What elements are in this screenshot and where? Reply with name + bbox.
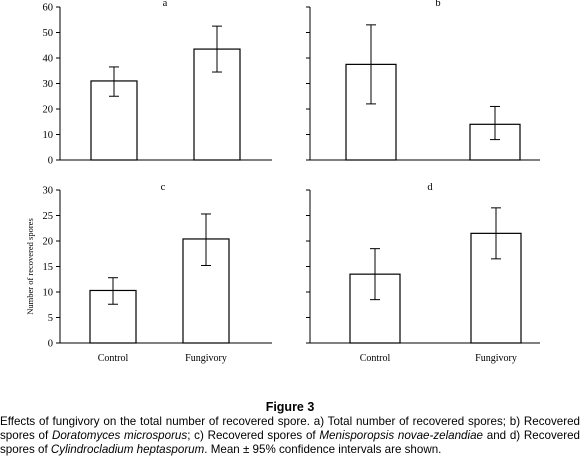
y-tick-label: 30	[43, 79, 54, 90]
panel-label: d	[427, 182, 433, 193]
y-tick-label: 10	[43, 130, 54, 141]
y-tick-label: 25	[43, 211, 54, 222]
chart-panel-a: 0 10 20 30 40 50 60 a	[43, 0, 272, 167]
y-axis-label: Number of recovered spores	[25, 218, 35, 315]
category-label: Control	[360, 353, 391, 364]
chart-panel-d: d Control Fungivory	[306, 182, 540, 364]
figure-charts: 0 10 20 30 40 50 60 a b 0 5 10 15 20 25 30 c Number of re…	[25, 0, 540, 364]
y-tick-label: 5	[48, 313, 53, 324]
y-tick-label: 0	[48, 156, 53, 167]
y-tick-label: 20	[43, 105, 54, 116]
y-tick-label: 60	[43, 3, 54, 14]
caption-text: Effects of fungivory on the total number…	[0, 415, 580, 457]
species-name: Doratomyces microsporus	[51, 429, 188, 442]
panel-label: c	[161, 182, 166, 193]
panel-label: a	[163, 0, 168, 9]
caption-segment: . Mean ± 95% confidence intervals are sh…	[204, 443, 442, 456]
category-label: Control	[98, 353, 129, 364]
species-name: Menisporopsis novae-zelandiae	[319, 429, 483, 442]
caption-segment: ; c) Recovered spores of	[187, 429, 320, 442]
caption-segment: Effects of fungivory on the total number…	[0, 415, 580, 442]
category-label: Fungivory	[475, 353, 517, 364]
y-tick-label: 0	[48, 339, 53, 350]
y-tick-label: 20	[43, 237, 54, 248]
caption-segment: and d) Recovered spores of	[0, 429, 580, 456]
y-tick-label: 30	[43, 186, 54, 197]
y-tick-label: 40	[43, 54, 54, 65]
chart-panel-c: 0 5 10 15 20 25 30 c Number of recovered spores C…	[25, 182, 272, 364]
figure-caption: Figure 3 Effects of fungivory on the tot…	[0, 400, 580, 457]
chart-panel-b: b	[306, 0, 540, 161]
panel-label: b	[435, 0, 440, 9]
figure-title: Figure 3	[265, 400, 315, 414]
species-name: Cylindrocladium heptasporum	[50, 443, 205, 456]
category-label: Fungivory	[185, 353, 227, 364]
y-tick-label: 50	[43, 28, 54, 39]
y-tick-label: 15	[43, 262, 54, 273]
y-tick-label: 10	[43, 288, 54, 299]
